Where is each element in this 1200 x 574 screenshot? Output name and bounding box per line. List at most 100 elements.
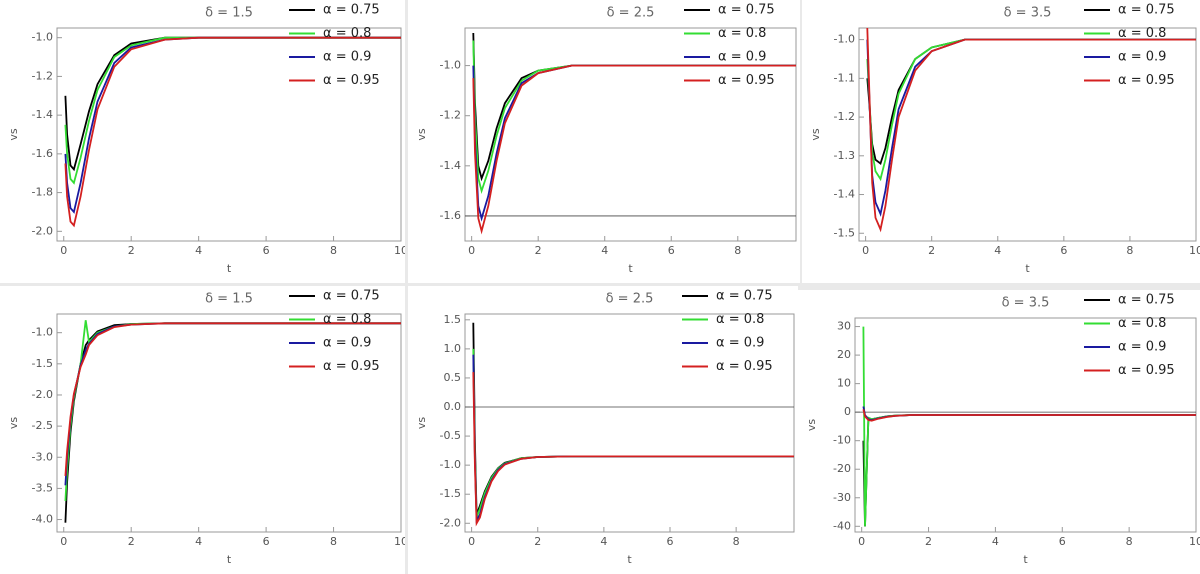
x-tick-label: 2 bbox=[928, 244, 935, 257]
legend-label: α = 0.75 bbox=[323, 3, 380, 18]
y-tick-label: -1.6 bbox=[440, 209, 461, 222]
x-tick-label: 6 bbox=[668, 244, 675, 257]
y-tick-label: -40 bbox=[833, 519, 851, 532]
x-tick-label: 0 bbox=[862, 244, 869, 257]
legend-label: α = 0.9 bbox=[718, 50, 766, 65]
chart-title: δ = 2.5 bbox=[606, 292, 654, 307]
plot-frame bbox=[56, 27, 402, 242]
x-axis-label: t bbox=[628, 262, 633, 275]
x-tick-label: 8 bbox=[330, 535, 337, 548]
chart-panel: δ = 1.5 t vs 0 2 4 6 8 10 -4.0 -3.5 -3.0 -2.5 -2.0 -1.… bbox=[0, 286, 405, 574]
y-tick-label: -1.2 bbox=[32, 69, 53, 82]
data-line bbox=[862, 409, 1196, 422]
x-tick-label: 4 bbox=[601, 244, 608, 257]
x-tick-label: 10 bbox=[1189, 244, 1200, 257]
x-axis-label: t bbox=[627, 553, 632, 566]
x-tick-label: 8 bbox=[734, 244, 741, 257]
y-tick-label: -10 bbox=[833, 434, 851, 447]
y-tick-label: 0.0 bbox=[444, 400, 462, 413]
y-tick-label: -3.5 bbox=[32, 481, 53, 494]
x-tick-label: 2 bbox=[128, 244, 135, 257]
y-tick-label: -3.0 bbox=[32, 450, 53, 463]
y-tick-label: -1.4 bbox=[32, 108, 53, 121]
legend-label: α = 0.9 bbox=[1118, 50, 1166, 65]
legend-label: α = 0.75 bbox=[1118, 3, 1175, 18]
x-axis-label: t bbox=[1025, 262, 1030, 275]
y-tick-label: 30 bbox=[837, 320, 851, 333]
x-tick-label: 2 bbox=[535, 244, 542, 257]
y-axis-label: vs bbox=[415, 417, 428, 430]
legend-label: α = 0.95 bbox=[1118, 363, 1175, 378]
x-tick-label: 4 bbox=[195, 535, 202, 548]
data-line bbox=[472, 354, 794, 524]
data-line bbox=[472, 348, 794, 518]
chart-title: δ = 3.5 bbox=[1002, 296, 1050, 311]
legend-label: α = 0.8 bbox=[1118, 316, 1166, 331]
y-tick-label: -30 bbox=[833, 491, 851, 504]
legend-label: α = 0.8 bbox=[323, 26, 371, 41]
x-tick-label: 10 bbox=[394, 535, 405, 548]
x-tick-label: 8 bbox=[330, 244, 337, 257]
data-line bbox=[862, 406, 1196, 422]
legend-label: α = 0.95 bbox=[323, 73, 380, 88]
chart-panel: δ = 1.5 t vs 0 2 4 6 8 10 -2.0 -1.8 -1.6 -1.4 -1.2 -1.… bbox=[0, 0, 405, 283]
y-tick-label: -0.5 bbox=[440, 429, 461, 442]
x-tick-label: 10 bbox=[1189, 535, 1200, 548]
x-axis-label: t bbox=[227, 262, 232, 275]
x-axis-label: t bbox=[1023, 553, 1028, 566]
y-tick-label: -1.6 bbox=[32, 147, 53, 160]
data-line bbox=[64, 36, 401, 228]
y-tick-label: -1.5 bbox=[440, 487, 461, 500]
x-tick-label: 6 bbox=[667, 535, 674, 548]
x-tick-label: 0 bbox=[60, 244, 67, 257]
data-line bbox=[862, 414, 1196, 527]
y-tick-label: -1.0 bbox=[32, 31, 53, 44]
legend-label: α = 0.9 bbox=[716, 336, 764, 351]
y-tick-label: -1.1 bbox=[834, 71, 855, 84]
x-tick-label: 0 bbox=[858, 535, 865, 548]
x-tick-label: 4 bbox=[600, 535, 607, 548]
legend-label: α = 0.9 bbox=[323, 50, 371, 65]
y-tick-label: -1.0 bbox=[440, 59, 461, 72]
data-line bbox=[862, 326, 1196, 527]
y-axis-label: vs bbox=[7, 128, 20, 141]
x-tick-label: 0 bbox=[468, 535, 475, 548]
y-tick-label: -1.0 bbox=[440, 458, 461, 471]
y-tick-label: -2.0 bbox=[440, 516, 461, 529]
y-tick-label: -2.5 bbox=[32, 419, 53, 432]
x-tick-label: 6 bbox=[263, 244, 270, 257]
y-tick-label: -1.4 bbox=[440, 159, 461, 172]
chart-panel: δ = 2.5 t vs 0 2 4 6 8 -2.0 -1.5 -1.0 -0.5 0.0 0.5 1.0… bbox=[408, 286, 798, 574]
x-tick-label: 6 bbox=[1060, 244, 1067, 257]
data-line bbox=[64, 322, 401, 523]
y-tick-label: -1.0 bbox=[834, 33, 855, 46]
chart-panel: δ = 2.5 t vs 0 2 4 6 8 -1.6 -1.4 -1.2 -1.0 α = 0.75 α… bbox=[408, 0, 800, 283]
y-axis-label: vs bbox=[809, 128, 822, 141]
legend-label: α = 0.95 bbox=[323, 359, 380, 374]
y-tick-label: -2.0 bbox=[32, 224, 53, 237]
y-tick-label: 10 bbox=[837, 377, 851, 390]
y-tick-label: -1.3 bbox=[834, 149, 855, 162]
y-tick-label: 20 bbox=[837, 348, 851, 361]
x-tick-label: 2 bbox=[925, 535, 932, 548]
y-tick-label: -20 bbox=[833, 462, 851, 475]
legend-label: α = 0.8 bbox=[718, 26, 766, 41]
plot-frame bbox=[56, 313, 402, 533]
legend-label: α = 0.95 bbox=[1118, 73, 1175, 88]
x-tick-label: 2 bbox=[128, 535, 135, 548]
legend-label: α = 0.8 bbox=[323, 312, 371, 327]
legend-label: α = 0.75 bbox=[323, 289, 380, 304]
data-line bbox=[866, 28, 1196, 233]
x-tick-label: 4 bbox=[195, 244, 202, 257]
y-tick-label: 0.5 bbox=[444, 371, 462, 384]
legend-label: α = 0.9 bbox=[323, 336, 371, 351]
plot-frame bbox=[464, 313, 795, 533]
legend-label: α = 0.75 bbox=[716, 289, 773, 304]
y-tick-label: 1.0 bbox=[444, 342, 462, 355]
y-tick-label: -1.0 bbox=[32, 326, 53, 339]
y-tick-label: -1.5 bbox=[32, 357, 53, 370]
x-tick-label: 10 bbox=[394, 244, 405, 257]
legend-label: α = 0.95 bbox=[718, 73, 775, 88]
legend-label: α = 0.8 bbox=[1118, 26, 1166, 41]
